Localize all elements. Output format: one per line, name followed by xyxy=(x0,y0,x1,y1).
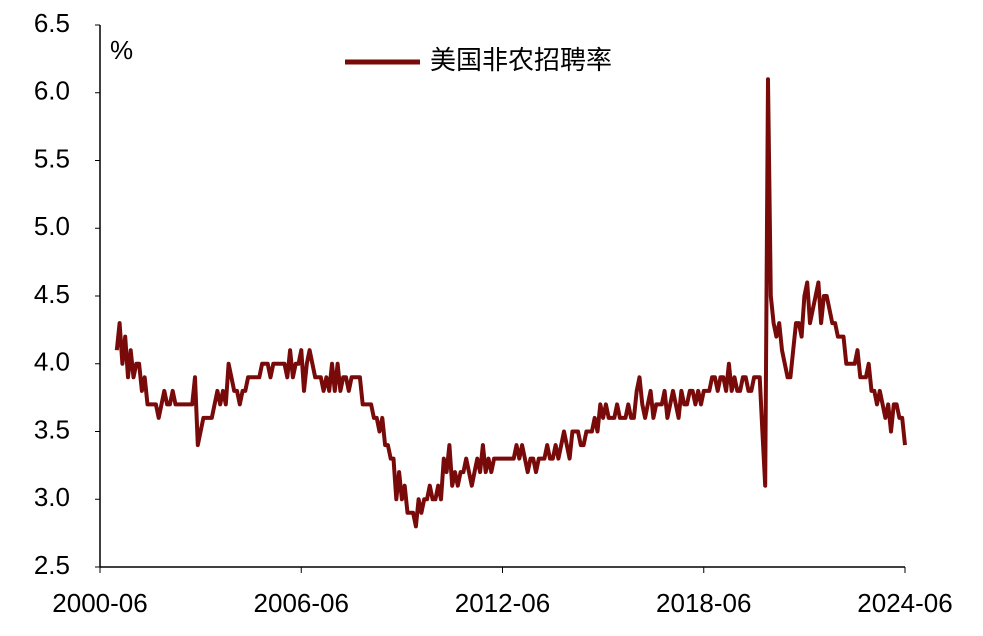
legend-label: 美国非农招聘率 xyxy=(430,45,612,75)
x-tick-label: 2000-06 xyxy=(52,588,147,618)
y-tick-label: 3.0 xyxy=(34,482,70,512)
y-tick-label: 3.5 xyxy=(34,414,70,444)
y-tick-label: 4.0 xyxy=(34,347,70,377)
x-tick-label: 2024-06 xyxy=(857,588,952,618)
line-series xyxy=(114,77,907,529)
y-tick-label: 2.5 xyxy=(34,550,70,580)
y-tick-label: 5.0 xyxy=(34,211,70,241)
x-tick-label: 2012-06 xyxy=(455,588,550,618)
x-tick-label: 2018-06 xyxy=(656,588,751,618)
y-tick-label: 5.5 xyxy=(34,143,70,173)
y-tick-label: 4.5 xyxy=(34,279,70,309)
y-tick-label: 6.5 xyxy=(34,8,70,38)
x-tick-label: 2006-06 xyxy=(254,588,349,618)
y-axis-label: % xyxy=(110,35,133,65)
y-tick-label: 6.0 xyxy=(34,76,70,106)
